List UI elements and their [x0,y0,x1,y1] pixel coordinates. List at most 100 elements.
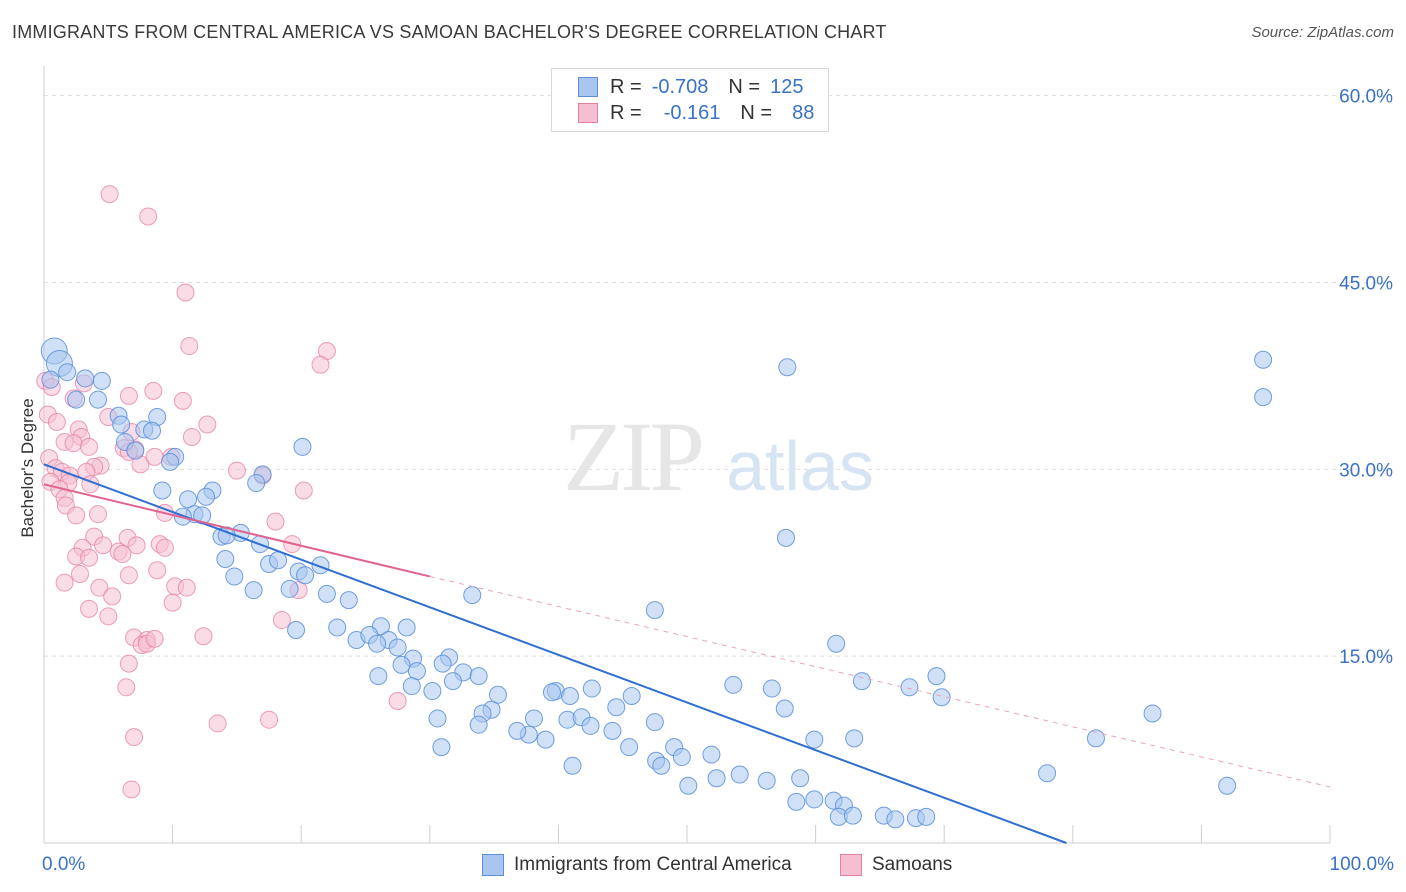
bottom-legend-label: Immigrants from Central America [514,854,792,875]
samoans-point [194,627,213,646]
legend-n-value: 88 [792,101,815,124]
samoans-point [119,566,138,585]
central-america-point [927,667,946,686]
central-america-point [603,721,622,740]
central-america-point [67,390,86,409]
central-america-point [724,675,743,694]
central-america-point [582,679,601,698]
central-america-point [126,441,145,460]
central-america-point [932,688,951,707]
central-america-point [508,721,527,740]
central-america-point [293,437,312,456]
legend-swatch-samoans [578,103,598,123]
samoans-point [55,573,74,592]
samoans-point [139,207,158,226]
central-america-trend-line [43,463,1067,844]
central-america-point [469,715,488,734]
central-america-point [563,756,582,775]
x-tick-label: 0.0% [42,854,85,875]
central-america-point [197,487,216,506]
legend-r-label: R = [610,75,642,98]
samoans-point [145,447,164,466]
legend-r-label: R = [610,101,642,124]
samoans-point [260,710,279,729]
central-america-point [620,738,639,757]
central-america-point [397,618,416,637]
central-america-point [787,792,806,811]
samoans-point [266,512,285,531]
samoans-point [173,391,192,410]
samoans-point [177,578,196,597]
central-america-point [317,584,336,603]
y-tick-label: 45.0% [1339,274,1393,295]
y-axis-label: Bachelor's Degree [18,398,37,538]
trend-lines [43,463,1331,844]
central-america-point [622,687,641,706]
samoans-point [67,506,86,525]
central-america-point [757,771,776,790]
central-america-point [428,709,447,728]
axes [43,66,1331,844]
samoans-point [272,611,291,630]
central-america-point [581,716,600,735]
central-america-point [560,687,579,706]
central-america-point [652,756,671,775]
bottom-legend-samoans: Samoans [840,852,952,878]
central-america-point [423,682,442,701]
samoans-point [119,654,138,673]
samoans-point [90,578,109,597]
x-tick-label: 100.0% [1330,854,1395,875]
legend-swatch-central-america [578,77,598,97]
central-america-point [402,677,421,696]
central-america-point [339,591,358,610]
samoans-point [227,461,246,480]
samoans-point [100,185,119,204]
bottom-legend-label: Samoans [872,854,953,875]
central-america-point [143,421,162,440]
central-america-point [41,370,60,389]
central-america-point [672,748,691,767]
central-america-point [311,556,330,575]
chart-title: IMMIGRANTS FROM CENTRAL AMERICA VS SAMOA… [12,22,887,42]
legend-row-samoans: R = -0.161 N = 88 [578,100,814,126]
samoans-point [94,536,113,555]
central-america-point [805,730,824,749]
samoans-point [148,561,167,580]
samoans-point [119,386,138,405]
series-samoans [36,185,407,799]
samoans-point [122,780,141,799]
central-america-point [1143,704,1162,723]
watermark: ZIP atlas [563,401,874,512]
central-america-point [432,738,451,757]
samoans-point [89,505,108,524]
samoans-point [99,607,118,626]
samoans-point [103,587,122,606]
legend-row-central-america: R = -0.708 N = 125 [578,74,803,100]
central-america-point [388,638,407,657]
samoans-point [71,564,90,583]
samoans-point [388,692,407,711]
central-america-point [775,699,794,718]
samoans-point [294,481,313,500]
central-america-point [645,601,664,620]
central-america-point [469,667,488,686]
central-america-point [58,363,77,382]
central-america-point [407,662,426,681]
watermark-atlas: atlas [726,427,874,505]
central-america-point [92,371,111,390]
central-america-point [296,566,315,585]
central-america-point [843,806,862,825]
central-america-point [328,618,347,637]
samoans-point [155,538,174,557]
samoans-point [125,728,144,747]
central-america-point [112,415,131,434]
central-america-point [433,654,452,673]
bottom-legend-swatch-central-america [482,854,504,876]
samoans-point [80,548,99,567]
central-america-point [900,678,919,697]
central-america-point [777,528,796,547]
central-america-point [524,709,543,728]
central-america-point [1038,764,1057,783]
central-america-point [392,655,411,674]
samoans-point [182,427,201,446]
